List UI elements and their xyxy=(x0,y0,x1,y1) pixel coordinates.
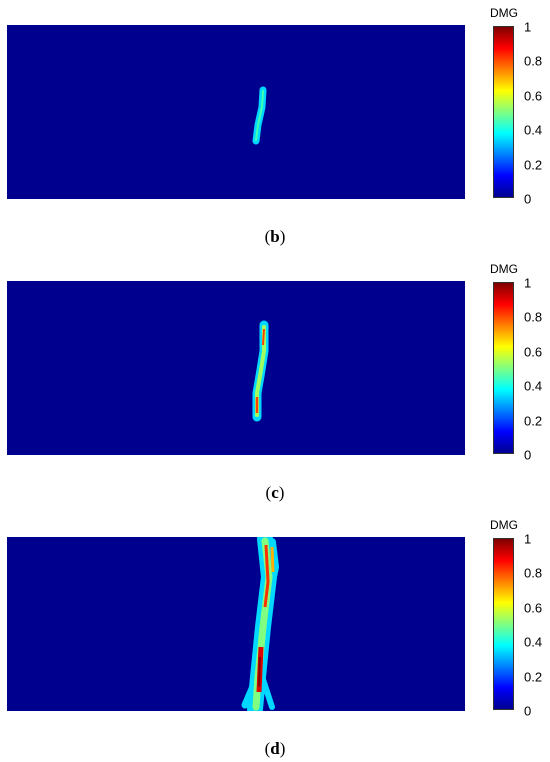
tick-0.4: 0.4 xyxy=(524,634,543,650)
caption-d: (d) xyxy=(264,739,286,758)
colorbar-title: DMG xyxy=(490,518,518,532)
crack-b xyxy=(252,86,267,145)
tick-0.8: 0.8 xyxy=(524,53,543,69)
colorbar xyxy=(493,26,514,198)
tick-0.6: 0.6 xyxy=(524,88,543,104)
colorbar-title: DMG xyxy=(490,6,518,20)
tick-0.4: 0.4 xyxy=(524,378,543,394)
crack-c xyxy=(252,320,269,422)
tick-0: 0 xyxy=(524,447,532,463)
tick-1: 1 xyxy=(524,19,532,35)
panel-b: DMG 1 0.8 0.6 0.4 0.2 0 (b) xyxy=(0,0,550,246)
damage-field-c xyxy=(7,281,465,455)
caption-b: (b) xyxy=(264,227,286,246)
tick-0.6: 0.6 xyxy=(524,600,543,616)
tick-0.6: 0.6 xyxy=(524,344,543,360)
caption-c: (c) xyxy=(265,483,285,502)
panel-c: DMG 1 0.8 0.6 0.4 0.2 0 (c) xyxy=(0,256,550,502)
tick-0.2: 0.2 xyxy=(524,413,543,429)
panel-d: DMG 1 0.8 0.6 0.4 0.2 0 (d) xyxy=(0,512,550,758)
tick-0.8: 0.8 xyxy=(524,309,543,325)
colorbar xyxy=(493,538,514,710)
tick-0.8: 0.8 xyxy=(524,565,543,581)
damage-field-d xyxy=(7,537,465,711)
tick-0: 0 xyxy=(524,703,532,719)
colorbar-title: DMG xyxy=(490,262,518,276)
tick-0.2: 0.2 xyxy=(524,669,543,685)
tick-1: 1 xyxy=(524,275,532,291)
tick-0.2: 0.2 xyxy=(524,157,543,173)
colorbar xyxy=(493,282,514,454)
tick-0: 0 xyxy=(524,191,532,207)
crack-d xyxy=(241,537,280,711)
tick-0.4: 0.4 xyxy=(524,122,543,138)
tick-1: 1 xyxy=(524,531,532,547)
damage-field-b xyxy=(7,25,465,199)
